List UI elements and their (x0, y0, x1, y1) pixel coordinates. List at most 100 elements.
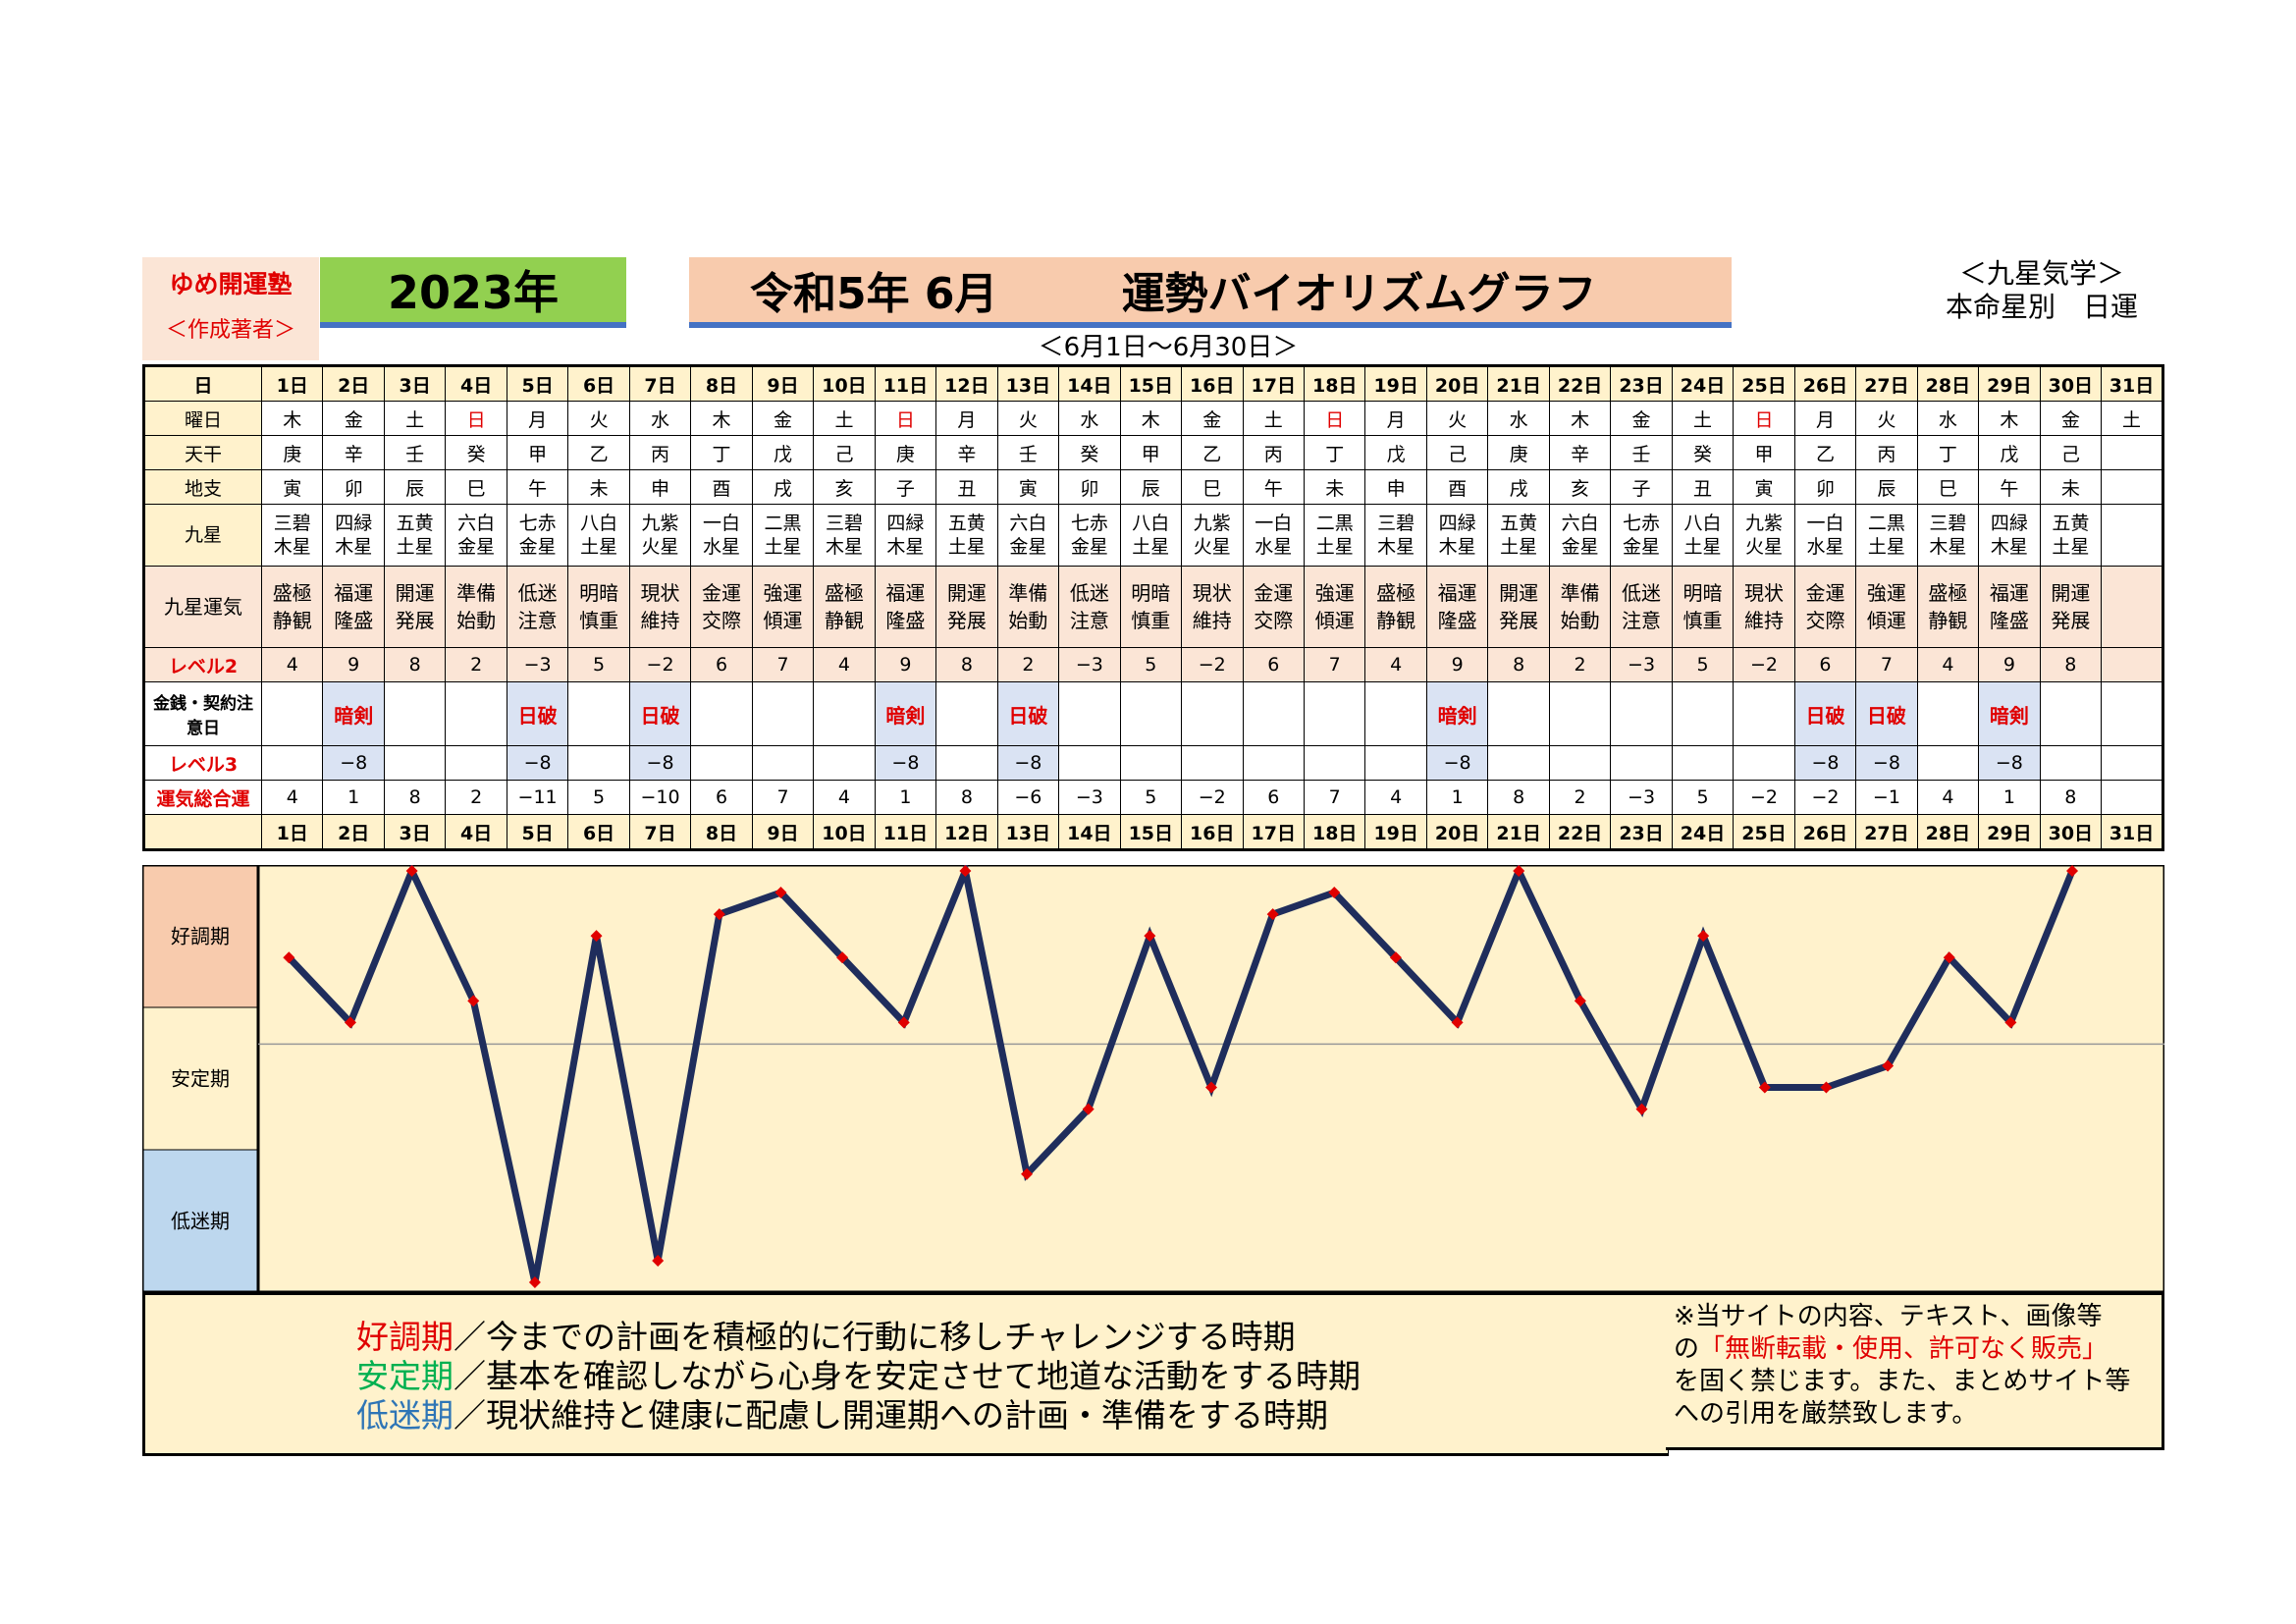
kan-cell: 丙 (628, 435, 692, 470)
study-line1: ＜九星気学＞ (1958, 257, 2124, 290)
total-cell: 1 (1425, 780, 1489, 815)
star-cell: 三碧 木星 (260, 504, 324, 567)
year-label: 2023年 (320, 257, 626, 328)
level2-cell: 8 (2039, 647, 2103, 682)
unki-word1: 現状 (1192, 581, 1232, 605)
level3-cell (2101, 745, 2163, 781)
shi-cell: 卯 (1793, 469, 1857, 505)
weekday-cell: 金 (751, 401, 815, 436)
weekday-cell: 火 (1425, 401, 1489, 436)
level3-cell (1610, 745, 1673, 781)
kan-cell: 癸 (1671, 435, 1735, 470)
total-cell: −3 (1610, 780, 1673, 815)
unki-cell: 開運 発展 (935, 566, 998, 648)
day-cell-bottom: 16日 (1181, 814, 1244, 850)
star-cell: 五黄 土星 (935, 504, 998, 567)
star-element: 木星 (1929, 536, 1967, 558)
unki-cell: 現状 維持 (628, 566, 692, 648)
shi-cell: 巳 (445, 469, 507, 505)
day-cell: 7日 (628, 365, 692, 402)
day-cell-bottom: 9日 (751, 814, 815, 850)
level2-cell: 6 (1242, 647, 1305, 682)
star-cell: 九紫 火星 (1181, 504, 1244, 567)
level3-cell (445, 745, 507, 781)
money-cell: 日破 (1793, 681, 1857, 746)
unki-word1: 強運 (1314, 581, 1355, 605)
data-point (1820, 1081, 1833, 1094)
unki-word2: 発展 (1499, 609, 1539, 632)
band-label-box (142, 1149, 259, 1292)
kan-cell: 丙 (1242, 435, 1305, 470)
unki-word1: 盛極 (824, 581, 864, 605)
unki-row: 九星運気 盛極 静観 福運 隆盛 開運 発展 準備 始動 低迷 注意 明暗 慎重 現状 維持 金運 交際 強運 傾運… (143, 566, 2163, 648)
legend-good: 好調期／今までの計画を積極的に行動に移しチャレンジする時期 (356, 1311, 1296, 1358)
level2-cell: 4 (1364, 647, 1427, 682)
weekday-cell: 木 (260, 401, 324, 436)
unki-cell: 準備 始動 (1548, 566, 1612, 648)
unki-word2: 隆盛 (334, 609, 374, 632)
unki-cell: 金運 交際 (1242, 566, 1305, 648)
data-point (1697, 930, 1710, 943)
money-cell (1364, 681, 1427, 746)
level2-cell: 6 (1793, 647, 1857, 682)
unki-cell: 開運 発展 (2039, 566, 2103, 648)
level2-cell: 4 (260, 647, 324, 682)
day-cell: 18日 (1303, 365, 1366, 402)
star-row: 九星 三碧 木星 四緑 木星 五黄 土星 六白 金星 七赤 金星 八白 土星 九紫 火星 一白 水星 二黒 土星 三碧… (143, 504, 2163, 567)
legend-low: 低迷期／現状維持と健康に配慮し開運期への計画・準備をする時期 (356, 1389, 1328, 1436)
unki-word2: 慎重 (1682, 609, 1723, 632)
data-point (959, 865, 972, 877)
kan-cell: 乙 (567, 435, 630, 470)
level2-cell: −3 (1610, 647, 1673, 682)
star-cell: 一白 水星 (1242, 504, 1305, 567)
weekday-cell: 金 (322, 401, 385, 436)
total-cell: 1 (1978, 780, 2041, 815)
day-cell-bottom: 21日 (1487, 814, 1550, 850)
kan-cell: 辛 (322, 435, 385, 470)
money-cell (690, 681, 753, 746)
data-point (1758, 1081, 1771, 1094)
unki-cell: 明暗 慎重 (1119, 566, 1183, 648)
kan-cell: 甲 (1119, 435, 1183, 470)
row-label: 日 (143, 365, 262, 402)
kan-cell: 壬 (996, 435, 1060, 470)
weekday-cell: 木 (1548, 401, 1612, 436)
star-cell: 六白 金星 (1548, 504, 1612, 567)
level2-cell: 2 (445, 647, 507, 682)
weekday-cell: 水 (1058, 401, 1121, 436)
day-row-bottom: 1日 2日 3日 4日 5日 6日 7日 8日 9日 10日 11日 12日 13日 14日 15日 16日 1… (143, 814, 2163, 850)
data-point (528, 1276, 541, 1288)
unki-word2: 注意 (517, 609, 558, 632)
level3-cell (690, 745, 753, 781)
star-element: 土星 (580, 536, 618, 558)
day-cell: 5日 (506, 365, 569, 402)
level2-cell: 4 (813, 647, 876, 682)
day-cell: 24日 (1671, 365, 1735, 402)
row-label: 地支 (143, 469, 262, 505)
data-point (1389, 951, 1402, 964)
money-cell (260, 681, 324, 746)
day-cell-bottom: 13日 (996, 814, 1060, 850)
star-name: 六白 (1561, 513, 1599, 534)
data-point (2066, 865, 2079, 877)
unki-word2: 隆盛 (1989, 609, 2029, 632)
money-cell (1303, 681, 1366, 746)
weekday-cell: 金 (1181, 401, 1244, 436)
period-label: ＜6月1日～6月30日＞ (1038, 333, 1299, 362)
unki-word1: 盛極 (1376, 581, 1416, 605)
level3-cell (2039, 745, 2103, 781)
day-cell: 20日 (1425, 365, 1489, 402)
kan-cell: 辛 (935, 435, 998, 470)
weekday-cell: 金 (2039, 401, 2103, 436)
band-label-box (142, 1006, 259, 1151)
fortune-table: 日 1日 2日 3日 4日 5日 6日 7日 8日 9日 10日 11日 12日 13日 14日 15日 16日… (142, 364, 2164, 851)
total-cell (2101, 780, 2163, 815)
shi-cell: 未 (1303, 469, 1366, 505)
star-element: 土星 (1500, 536, 1538, 558)
weekday-cell: 火 (1855, 401, 1918, 436)
total-cell: 5 (567, 780, 630, 815)
weekday-cell: 木 (1119, 401, 1183, 436)
star-name: 四緑 (335, 513, 373, 534)
star-name: 六白 (457, 513, 496, 534)
day-cell-bottom: 27日 (1855, 814, 1918, 850)
